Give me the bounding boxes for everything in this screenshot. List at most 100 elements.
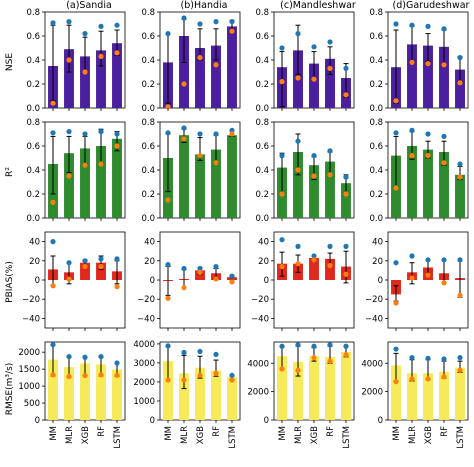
ytick-label-r2-c2-4: 40 [258, 238, 269, 248]
dot-high-r0-c1-1 [181, 15, 187, 21]
xtick-label-c3-2: XGB [424, 426, 434, 444]
bar-r1-c0-2 [80, 148, 90, 218]
xtick-label-c1-4: LSTM [228, 426, 238, 449]
ytick-label-r0-c0-2: 0.4 [26, 56, 40, 66]
ytick-label-r3-c0-2: 1000 [18, 382, 40, 392]
dot-low-r2-c2-3 [327, 263, 333, 269]
dot-low-r2-c3-4 [457, 292, 463, 298]
dot-high-r2-c3-0 [393, 260, 399, 266]
dot-low-r0-c2-3 [327, 65, 333, 71]
ylabel-row-2: PBIAS(%) [5, 261, 15, 303]
bar-r3-c1-3 [211, 370, 221, 420]
dot-high-r3-c3-3 [441, 356, 447, 362]
dot-low-r0-c1-2 [197, 55, 203, 61]
dot-high-r3-c1-1 [181, 349, 187, 356]
dot-low-r0-c3-0 [393, 98, 399, 104]
dot-high-r0-c0-3 [98, 23, 104, 29]
dot-high-r3-c1-3 [213, 351, 219, 357]
ytick-label-r1-c1-1: 0.2 [141, 190, 155, 200]
ytick-label-r1-c3-4: 0.8 [369, 118, 383, 128]
dot-high-r3-c0-3 [98, 353, 104, 360]
ytick-label-r2-c1-4: 40 [144, 238, 155, 248]
dot-high-r1-c0-4 [114, 131, 120, 137]
dot-low-r3-c1-3 [213, 370, 219, 376]
dot-low-r1-c0-0 [50, 199, 56, 205]
xtick-label-c3-3: RF [440, 426, 450, 437]
ytick-label-r3-c1-4: 4000 [133, 340, 155, 350]
dot-high-r2-c3-1 [409, 253, 415, 259]
ytick-label-r0-c0-0: 0.0 [26, 104, 40, 114]
dot-low-r0-c0-1 [66, 57, 72, 63]
dot-high-r0-c0-2 [82, 30, 88, 37]
dot-low-r0-c3-1 [409, 59, 415, 65]
ytick-label-r2-c3-3: 20 [372, 257, 383, 267]
ytick-label-r2-c1-0: −40 [137, 314, 155, 324]
dot-high-r3-c2-1 [295, 342, 301, 348]
column-title-0: (a)Sandia [66, 0, 112, 11]
dot-high-r2-c3-4 [457, 257, 463, 263]
dot-low-r3-c2-2 [311, 355, 317, 361]
bar-r1-c2-3 [325, 161, 335, 218]
dot-high-r1-c3-1 [409, 127, 415, 133]
xtick-label-c0-4: LSTM [113, 426, 123, 449]
xtick-label-c3-4: LSTM [456, 426, 466, 449]
ytick-label-r1-c2-3: 0.6 [255, 142, 269, 152]
dot-low-r1-c3-1 [409, 153, 415, 159]
dot-low-r0-c1-0 [165, 104, 171, 110]
dot-high-r0-c1-4 [229, 19, 235, 25]
xtick-label-c3-1: MLR [408, 426, 418, 444]
ytick-label-r1-c2-1: 0.2 [255, 190, 269, 200]
dot-low-r3-c0-2 [82, 372, 88, 379]
dot-low-r3-c2-0 [279, 366, 285, 372]
dot-high-r0-c2-4 [343, 65, 349, 71]
dot-low-r1-c1-2 [197, 153, 203, 159]
ytick-label-r2-c3-4: 40 [372, 238, 383, 248]
bar-r3-c0-1 [64, 367, 74, 420]
ytick-label-r0-c2-1: 0.2 [255, 80, 269, 90]
ytick-label-r3-c0-3: 1500 [18, 365, 40, 375]
dot-low-r3-c0-4 [114, 372, 120, 378]
dot-high-r0-c0-0 [50, 20, 56, 26]
dot-low-r1-c2-4 [343, 191, 349, 197]
dot-high-r3-c3-1 [409, 355, 415, 361]
dot-high-r1-c0-0 [50, 130, 56, 136]
dot-high-r0-c1-2 [197, 21, 203, 27]
xtick-label-c1-2: XGB [196, 426, 206, 444]
xtick-label-c2-4: LSTM [342, 426, 352, 449]
bar-r3-c2-3 [325, 356, 335, 420]
dot-high-r0-c2-1 [295, 30, 301, 37]
dot-high-r2-c1-3 [213, 263, 219, 270]
bar-r3-c3-4 [455, 367, 465, 420]
dot-high-r3-c2-2 [311, 343, 317, 349]
ytick-label-r0-c3-0: 0.0 [369, 104, 383, 114]
bar-r3-c2-4 [341, 351, 351, 420]
dot-low-r0-c3-4 [457, 80, 463, 86]
ytick-label-r2-c1-1: −20 [137, 295, 155, 305]
ytick-label-r3-c1-2: 2000 [133, 378, 155, 388]
dot-low-r0-c0-3 [98, 53, 104, 60]
bar-r0-c1-3 [211, 45, 221, 108]
dot-low-r3-c0-3 [98, 372, 104, 378]
ytick-label-r1-c1-3: 0.6 [141, 142, 155, 152]
dot-high-r0-c1-0 [165, 30, 171, 37]
column-title-3: (d)Garudeshwar [393, 0, 470, 11]
dot-low-r1-c3-2 [425, 153, 431, 159]
dot-high-r0-c0-1 [66, 19, 72, 25]
ytick-label-r0-c1-3: 0.6 [141, 32, 155, 42]
dot-low-r1-c1-1 [181, 136, 187, 142]
xtick-label-c0-0: MM [49, 426, 59, 441]
dot-high-r1-c0-1 [66, 129, 72, 135]
dot-low-r2-c0-0 [50, 283, 56, 289]
dot-low-r3-c1-1 [181, 377, 187, 383]
dot-low-r2-c0-4 [114, 284, 120, 290]
dot-high-r2-c1-0 [165, 262, 171, 268]
dot-high-r3-c1-2 [197, 348, 203, 355]
dot-high-r2-c0-1 [66, 260, 72, 266]
ytick-label-r0-c2-0: 0.0 [255, 104, 269, 114]
ytick-label-r1-c3-1: 0.2 [369, 190, 383, 200]
dot-low-r2-c2-2 [311, 257, 317, 263]
ylabel-row-0: NSE [5, 53, 15, 71]
bar-r1-c1-2 [195, 154, 205, 218]
bar-r0-c0-4 [112, 43, 122, 109]
ytick-label-r2-c1-3: 20 [144, 257, 155, 267]
